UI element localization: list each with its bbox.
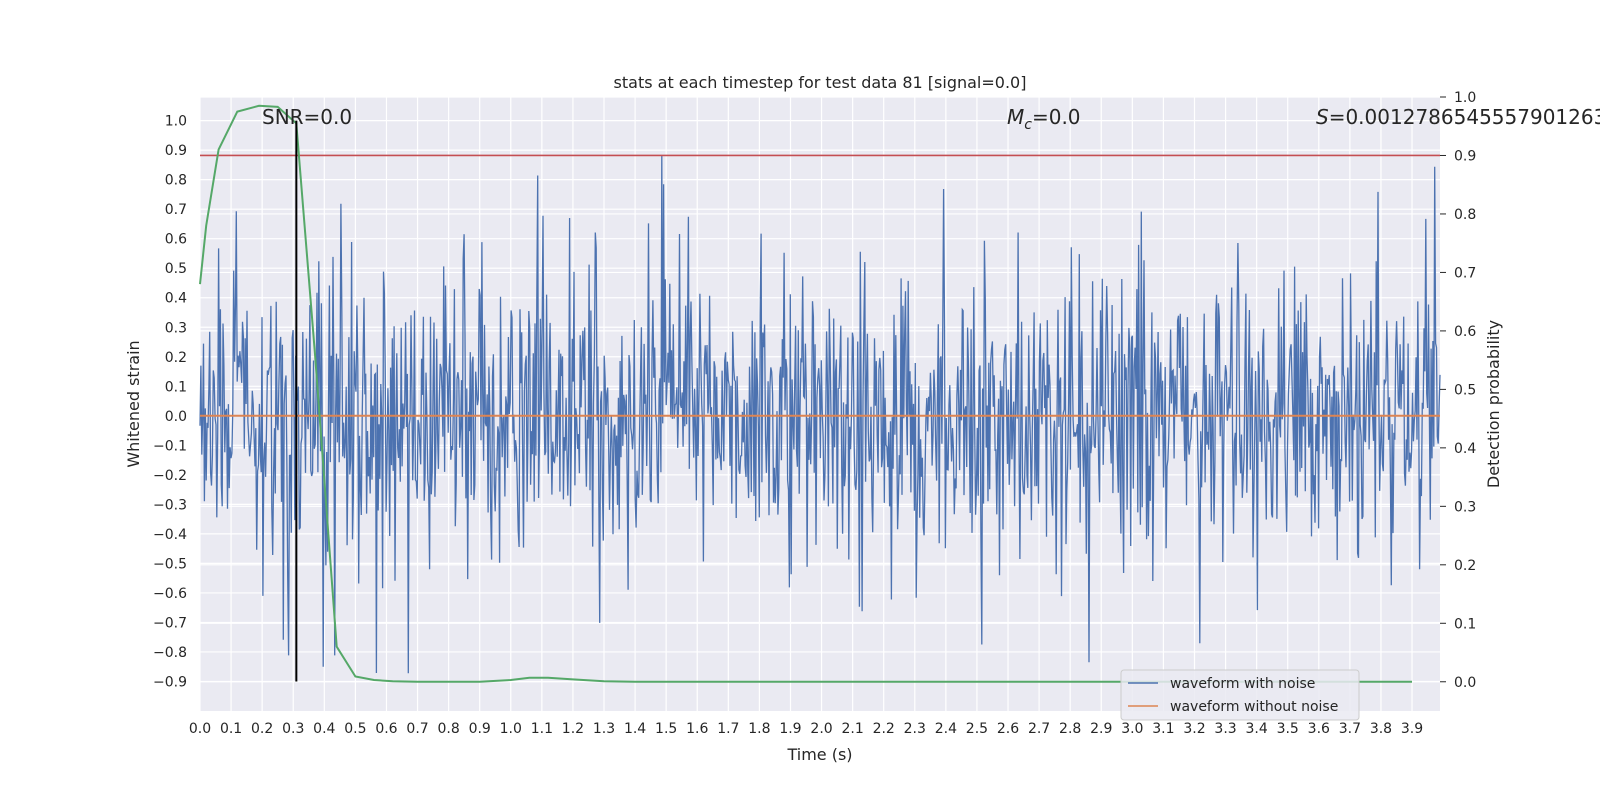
x-tick-label: 3.0	[1121, 721, 1143, 737]
s-symbol: S	[1316, 105, 1329, 129]
y-tick-label: 0.4	[165, 291, 187, 307]
x-tick-label: 0.4	[313, 721, 335, 737]
x-axis-ticks: 0.0 0.1 0.2 0.3 0.4 0.5 0.6 0.7 0.8 0.9 1.0 1.1 1.2 1…	[189, 721, 1423, 737]
mc-symbol: M	[1007, 105, 1024, 129]
y2-tick-label: 1.0	[1454, 90, 1476, 106]
x-tick-label: 1.3	[593, 721, 615, 737]
legend: waveform with noise waveform without noi…	[1120, 669, 1360, 721]
y-tick-label: 0.1	[165, 379, 187, 395]
x-tick-label: 0.3	[282, 721, 304, 737]
x-tick-label: 2.4	[935, 721, 957, 737]
x-tick-label: 1.6	[686, 721, 708, 737]
legend-box	[1120, 669, 1360, 721]
y2-tick-label: 0.3	[1454, 499, 1476, 515]
x-tick-label: 0.5	[344, 721, 366, 737]
y-tick-label: −0.9	[153, 674, 187, 690]
x-tick-label: 2.0	[810, 721, 832, 737]
x-tick-label: 0.9	[469, 721, 491, 737]
y-tick-label: −0.7	[153, 615, 187, 631]
x-tick-label: 1.0	[500, 721, 522, 737]
x-tick-label: 1.4	[624, 721, 646, 737]
x-tick-label: 0.0	[189, 721, 211, 737]
y-tick-label: −0.2	[153, 468, 187, 484]
y2-tick-label: 0.6	[1454, 324, 1476, 340]
mc-subscript: c	[1024, 117, 1032, 133]
x-tick-label: 1.2	[562, 721, 584, 737]
s-annotation: S=0.0012786545557901263	[1316, 105, 1600, 129]
x-tick-label: 3.8	[1370, 721, 1392, 737]
x-tick-label: 3.3	[1214, 721, 1236, 737]
y-tick-label: 0.6	[165, 232, 187, 248]
x-tick-label: 3.2	[1183, 721, 1205, 737]
x-tick-label: 2.1	[841, 721, 863, 737]
y-tick-label: −0.6	[153, 586, 187, 602]
y2-tick-label: 0.9	[1454, 148, 1476, 164]
x-tick-label: 2.9	[1090, 721, 1112, 737]
x-tick-label: 3.4	[1246, 721, 1268, 737]
y-tick-label: 0.0	[165, 409, 187, 425]
series-detection-probability	[199, 104, 1412, 683]
x-tick-label: 3.9	[1401, 721, 1423, 737]
y2-tick-label: 0.2	[1454, 558, 1476, 574]
x-tick-label: 2.6	[997, 721, 1019, 737]
mc-annotation: Mc=0.0	[1007, 105, 1081, 133]
y-tick-label: −0.8	[153, 645, 187, 661]
x-tick-label: 1.1	[531, 721, 553, 737]
y-tick-label: 1.0	[165, 114, 187, 130]
y-tick-label: −0.3	[153, 497, 187, 513]
x-tick-label: 2.5	[966, 721, 988, 737]
y2-tick-label: 0.4	[1454, 441, 1476, 457]
y2-tick-label: 0.5	[1454, 382, 1476, 398]
chart-title: stats at each timestep for test data 81 …	[614, 73, 1027, 92]
x-tick-label: 2.8	[1059, 721, 1081, 737]
x-tick-label: 0.6	[375, 721, 397, 737]
x-tick-label: 1.5	[655, 721, 677, 737]
x-tick-label: 2.3	[904, 721, 926, 737]
mc-value: =0.0	[1032, 105, 1081, 129]
y2-tick-label: 0.8	[1454, 207, 1476, 223]
y2-tick-label: 0.7	[1454, 265, 1476, 281]
y2-tick-label: 0.1	[1454, 616, 1476, 632]
x-tick-label: 1.9	[779, 721, 801, 737]
x-tick-label: 0.7	[406, 721, 428, 737]
x-axis-label: Time (s)	[786, 745, 852, 764]
x-tick-label: 3.1	[1152, 721, 1174, 737]
x-tick-label: 1.8	[748, 721, 770, 737]
x-tick-label: 0.8	[437, 721, 459, 737]
y-tick-label: 0.5	[165, 261, 187, 277]
y-tick-label: 0.3	[165, 320, 187, 336]
y-axis-label: Whitened strain	[124, 340, 143, 467]
series-waveform-with-noise	[199, 155, 1441, 674]
y-tick-label: 0.2	[165, 350, 187, 366]
y-tick-label: −0.1	[153, 438, 187, 454]
legend-label-noise: waveform with noise	[1170, 676, 1315, 692]
y2-axis-ticks: 0.0 0.1 0.2 0.3 0.4 0.5 0.6 0.7 0.8 0.9 1.0	[1440, 90, 1476, 691]
y-tick-label: −0.5	[153, 556, 187, 572]
y-tick-label: 0.7	[165, 202, 187, 218]
grid-lines	[199, 96, 1440, 711]
legend-label-clean: waveform without noise	[1170, 699, 1338, 715]
series-layer	[199, 104, 1441, 683]
s-value: =0.0012786545557901263	[1329, 105, 1600, 129]
y-tick-label: 0.9	[165, 143, 187, 159]
y2-tick-label: 0.0	[1454, 675, 1476, 691]
x-tick-label: 3.6	[1308, 721, 1330, 737]
x-tick-label: 3.7	[1339, 721, 1361, 737]
x-tick-label: 2.2	[873, 721, 895, 737]
x-tick-label: 2.7	[1028, 721, 1050, 737]
x-tick-label: 0.2	[251, 721, 273, 737]
x-tick-label: 0.1	[220, 721, 242, 737]
y-tick-label: −0.4	[153, 527, 187, 543]
x-tick-label: 3.5	[1277, 721, 1299, 737]
y-tick-label: 0.8	[165, 173, 187, 189]
snr-annotation: SNR=0.0	[262, 105, 352, 129]
y2-axis-label: Detection probability	[1484, 320, 1503, 488]
y-axis-ticks: −0.9 −0.8 −0.7 −0.6 −0.5 −0.4 −0.3 −0.2 −0.1 0.0 0…	[153, 114, 187, 691]
x-tick-label: 1.7	[717, 721, 739, 737]
